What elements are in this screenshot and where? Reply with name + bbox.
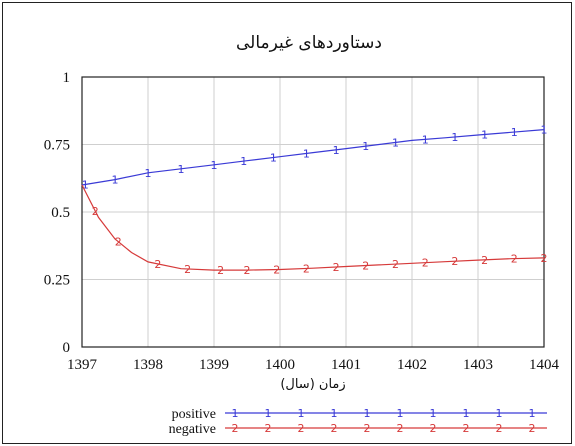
- legend-item-positive: positive 1 1 1 1 1 1 1 1 1 1: [172, 407, 547, 422]
- legend-marker-positive-7: 1: [463, 407, 470, 420]
- data-point-negative-13: 2: [481, 254, 488, 267]
- y-tick-label-0: 0: [63, 340, 71, 356]
- y-tick-label-1: 0.25: [44, 273, 70, 289]
- legend-marker-negative-7: 2: [463, 422, 470, 435]
- series-layer: 1 1 1 1 1 1 1 1 1 1 1 1 1 1 1 1 2 2 2 2 2 2 2 2 2 2 2 2 2 2 2 2: [81, 124, 548, 277]
- data-point-negative-12: 2: [451, 255, 458, 268]
- data-point-positive-2: 1: [145, 167, 152, 180]
- plot-area: [81, 76, 545, 348]
- series-line-positive: [81, 129, 545, 186]
- legend-marker-negative-1: 2: [265, 422, 272, 435]
- legend-marker-negative-3: 2: [331, 422, 338, 435]
- series-positive: 1 1 1 1 1 1 1 1 1 1 1 1 1 1 1 1: [82, 124, 548, 192]
- data-point-positive-11: 1: [422, 133, 429, 146]
- data-point-negative-4: 2: [217, 264, 224, 277]
- legend-marker-negative-0: 2: [232, 422, 239, 435]
- legend-marker-negative-9: 2: [529, 422, 536, 435]
- series-negative: 2 2 2 2 2 2 2 2 2 2 2 2 2 2 2 2: [81, 184, 548, 277]
- data-point-negative-8: 2: [333, 261, 340, 274]
- x-axis-label: زمان (سال): [280, 377, 345, 392]
- x-tick-label-4: 1401: [331, 357, 361, 373]
- legend-marker-positive-4: 1: [364, 407, 371, 420]
- data-point-negative-2: 2: [154, 258, 161, 271]
- legend-marker-negative-4: 2: [364, 422, 371, 435]
- series-line-negative: [81, 184, 545, 271]
- x-tick-label-7: 1404: [529, 357, 560, 373]
- x-tick-label-6: 1403: [463, 357, 493, 373]
- data-point-positive-7: 1: [303, 147, 310, 160]
- data-point-positive-0: 1: [82, 178, 89, 191]
- legend-label-negative: negative: [169, 422, 216, 437]
- y-tick-label-4: 1: [63, 70, 71, 86]
- legend-marker-positive-1: 1: [265, 407, 272, 420]
- y-tick-label-3: 0.75: [44, 138, 70, 154]
- legend-marker-positive-2: 1: [298, 407, 305, 420]
- data-point-negative-6: 2: [273, 264, 280, 277]
- x-tick-label-3: 1400: [265, 357, 295, 373]
- data-point-negative-1: 2: [115, 236, 122, 249]
- data-point-positive-1: 1: [112, 174, 119, 187]
- x-tick-label-1: 1398: [133, 357, 163, 373]
- data-point-negative-7: 2: [303, 262, 310, 275]
- x-axis: 1397 1398 1399 1400 1401 1402 1403 1404: [67, 357, 560, 373]
- legend-marker-negative-6: 2: [430, 422, 437, 435]
- data-point-positive-13: 1: [481, 129, 488, 142]
- data-point-positive-4: 1: [211, 159, 218, 172]
- legend-marker-negative-8: 2: [496, 422, 503, 435]
- chart-svg: دستاوردهای غیرمالی 00.250.50.751 1397 139…: [44, 33, 560, 437]
- legend-marker-positive-9: 1: [529, 407, 536, 420]
- legend-marker-negative-5: 2: [397, 422, 404, 435]
- data-point-negative-0: 2: [92, 205, 99, 218]
- data-point-negative-15: 2: [541, 252, 548, 265]
- x-tick-label-2: 1399: [199, 357, 229, 373]
- data-point-positive-10: 1: [392, 136, 399, 149]
- x-tick-label-5: 1402: [397, 357, 427, 373]
- data-point-positive-6: 1: [270, 151, 277, 164]
- legend-item-negative: negative 2 2 2 2 2 2 2 2 2 2: [169, 422, 547, 437]
- data-point-positive-14: 1: [511, 126, 518, 139]
- y-axis: 0 0.25 0.5 0.75 1: [44, 70, 70, 356]
- legend-marker-positive-6: 1: [430, 407, 437, 420]
- legend-marker-positive-3: 1: [331, 407, 338, 420]
- data-point-positive-3: 1: [178, 163, 185, 176]
- data-point-positive-5: 1: [240, 155, 247, 168]
- data-point-positive-8: 1: [333, 144, 340, 157]
- legend-label-positive: positive: [172, 407, 216, 422]
- chart-title: دستاوردهای غیرمالی: [236, 33, 382, 53]
- data-point-positive-12: 1: [451, 131, 458, 144]
- legend-marker-positive-5: 1: [397, 407, 404, 420]
- legend-marker-negative-2: 2: [298, 422, 305, 435]
- data-point-positive-9: 1: [362, 140, 369, 153]
- data-point-negative-14: 2: [511, 253, 518, 266]
- legend-marker-positive-0: 1: [232, 407, 239, 420]
- legend-marker-positive-8: 1: [496, 407, 503, 420]
- data-point-negative-3: 2: [184, 263, 191, 276]
- data-point-positive-15: 1: [541, 124, 548, 137]
- data-point-negative-9: 2: [362, 260, 369, 273]
- grid: [81, 76, 545, 348]
- x-tick-label-0: 1397: [67, 357, 98, 373]
- data-point-negative-11: 2: [422, 257, 429, 270]
- data-point-negative-5: 2: [244, 264, 251, 277]
- y-tick-label-2: 0.5: [51, 205, 70, 221]
- data-point-negative-10: 2: [392, 258, 399, 271]
- legend: positive 1 1 1 1 1 1 1 1 1 1 negative 2 2 2 2 2 2 2 2 2 2: [169, 407, 547, 437]
